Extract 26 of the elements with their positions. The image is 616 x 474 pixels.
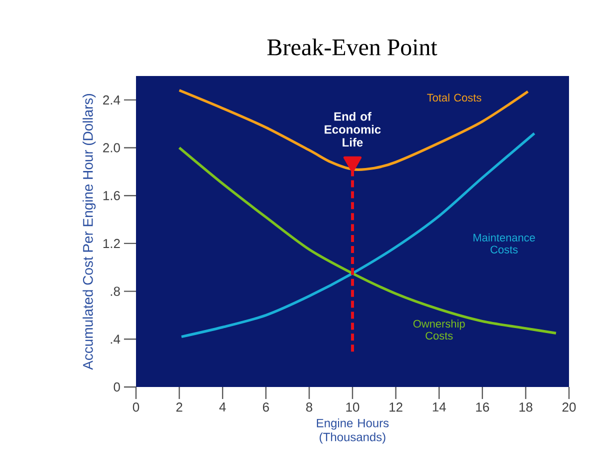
- x-tick-label: 0: [132, 402, 140, 412]
- line-series: [178, 89, 530, 171]
- x-tick-label: 16: [476, 402, 490, 412]
- series-label: Ownership Costs: [413, 320, 465, 340]
- chart-title: Break-Even Point: [267, 38, 438, 56]
- x-tick-label: 8: [306, 402, 312, 412]
- x-tick-label: 10: [346, 402, 360, 412]
- y-tick-label: .4: [110, 334, 120, 344]
- y-tick-label: 1.6: [103, 191, 120, 200]
- x-tick-label: 2: [176, 402, 182, 412]
- y-tick-label: .8: [110, 286, 120, 296]
- y-tick-label: 2.4: [103, 95, 120, 104]
- x-tick-label: 4: [219, 402, 226, 412]
- ref-line-label: End of Economic Life: [324, 112, 381, 147]
- x-tick-label: 6: [262, 402, 269, 412]
- x-tick-label: 14: [432, 402, 446, 412]
- x-tick-label: 18: [519, 402, 532, 412]
- x-tick-label: 20: [562, 402, 576, 412]
- y-tick-label: 0: [114, 382, 120, 392]
- x-axis-title: Engine Hours (Thousands): [316, 418, 389, 444]
- series-label: Total Costs: [427, 94, 482, 102]
- text: Maintenance Costs: [474, 233, 535, 254]
- y-axis-title: Accumulated Cost Per Engine Hour (Dollars): [82, 94, 96, 370]
- y-tick-label: 2.0: [103, 143, 120, 152]
- y-tick-label: 1.2: [103, 238, 120, 248]
- x-tick-label: 12: [390, 402, 402, 412]
